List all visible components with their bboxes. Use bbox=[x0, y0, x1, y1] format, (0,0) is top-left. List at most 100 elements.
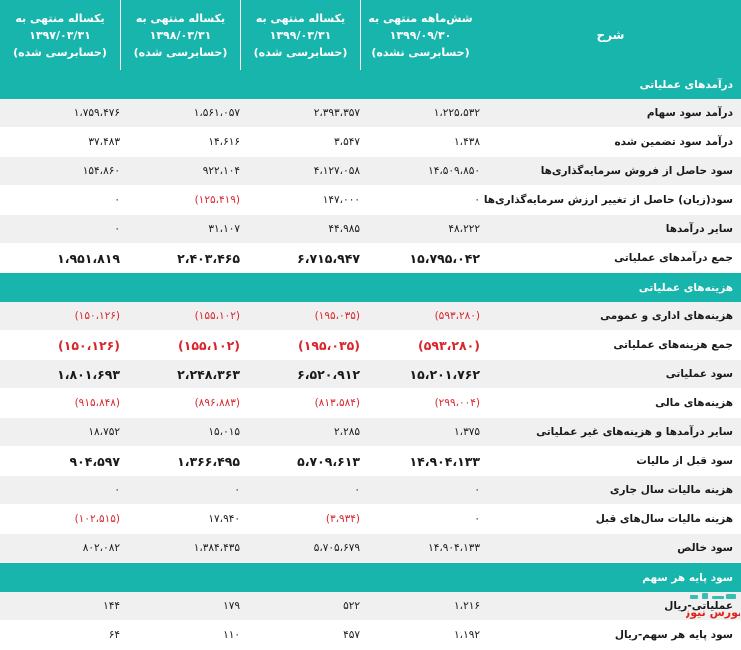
table-row: هزینه مالیات سال‌های قبل ۰ (۳،۹۳۴) ۱۷،۹۴۰ (۱… bbox=[0, 505, 741, 534]
row-label: سود پایه هر سهم bbox=[642, 571, 733, 584]
table-row: سود خالص ۱۴،۹۰۴،۱۳۳ ۵،۷۰۵،۶۷۹ ۱،۳۸۴،۴۳۵ ۸۰۲،… bbox=[0, 534, 741, 563]
value-cell: ۹۰۴،۵۹۷ bbox=[69, 453, 120, 469]
value-cell: ۴،۱۲۷،۰۵۸ bbox=[313, 165, 360, 177]
value-cell: ۹۲۲،۱۰۴ bbox=[202, 165, 240, 177]
value-cell: (۱۵۰،۱۲۶) bbox=[58, 337, 120, 353]
value-cell: (۱۵۵،۱۰۲) bbox=[194, 310, 240, 322]
value-cell: (۵۹۳،۲۸۰) bbox=[434, 310, 480, 322]
value-cell: ۳۷،۴۸۳ bbox=[88, 136, 120, 148]
row-label: سایر درآمدها bbox=[665, 223, 733, 235]
row-label: هزینه‌های عملیاتی bbox=[638, 281, 733, 294]
value-cell: (۱۹۵،۰۳۵) bbox=[298, 337, 360, 353]
table-row: درآمد سود سهام ۱،۲۲۵،۵۳۲ ۲،۳۹۳،۳۵۷ ۱،۵۶۱،۰۵… bbox=[0, 99, 741, 128]
value-cell: (۵۹۳،۲۸۰) bbox=[418, 337, 480, 353]
row-label: درآمدهای عملیاتی bbox=[639, 78, 733, 91]
header-col-2: یکساله منتهی به ۱۳۹۹/۰۳/۳۱ (حسابرسی شده) bbox=[240, 0, 360, 70]
row-label: هزینه‌های مالی bbox=[655, 397, 733, 409]
table-row: جمع درآمدهای عملیاتی ۱۵،۷۹۵،۰۴۲ ۶،۷۱۵،۹۴۷ ۲… bbox=[0, 244, 741, 273]
header-date: ۱۳۹۹/۰۳/۳۱ bbox=[269, 28, 332, 42]
value-cell: (۱۰۲،۵۱۵) bbox=[74, 513, 120, 525]
value-cell: ۱،۸۰۱،۶۹۳ bbox=[57, 366, 120, 382]
value-cell: ۰ bbox=[474, 484, 480, 496]
value-cell: (۱۵۰،۱۲۶) bbox=[74, 310, 120, 322]
value-cell: ۰ bbox=[474, 513, 480, 525]
header-col-1: شش‌ماهه منتهی به ۱۳۹۹/۰۹/۳۰ (حسابرسی نشد… bbox=[360, 0, 480, 70]
value-cell: ۱۵،۲۰۱،۷۶۲ bbox=[409, 366, 480, 382]
value-cell: ۱۴۴ bbox=[103, 600, 120, 612]
header-date: ۱۳۹۷/۰۳/۳۱ bbox=[29, 28, 91, 42]
value-cell: ۱۴،۹۰۴،۱۳۳ bbox=[428, 542, 480, 554]
svg-text:بورس نیوز: بورس نیوز bbox=[686, 606, 740, 619]
header-col-4: یکساله منتهی به ۱۳۹۷/۰۳/۳۱ (حسابرسی شده) bbox=[0, 0, 120, 70]
value-cell: ۵،۷۰۹،۶۱۳ bbox=[297, 453, 360, 469]
header-period: یکساله منتهی به bbox=[255, 11, 346, 25]
header-audit-status: (حسابرسی شده) bbox=[253, 45, 348, 59]
header-audit-status: (حسابرسی شده) bbox=[133, 45, 228, 59]
row-label: سود خالص bbox=[677, 542, 733, 554]
value-cell: ۳،۵۴۷ bbox=[334, 136, 360, 148]
value-cell: (۱۵۵،۱۰۲) bbox=[178, 337, 240, 353]
row-label: هزینه‌های اداری و عمومی bbox=[600, 310, 733, 322]
table-row: درآمد سود تضمین شده ۱،۴۳۸ ۳،۵۴۷ ۱۴،۶۱۶ ۳۷،۴۸… bbox=[0, 128, 741, 157]
value-cell: ۸۰۲،۰۸۲ bbox=[82, 542, 120, 554]
value-cell: (۱۲۵،۴۱۹) bbox=[194, 194, 240, 206]
value-cell: ۱،۳۷۵ bbox=[454, 426, 480, 438]
table-header: شرح شش‌ماهه منتهی به ۱۳۹۹/۰۹/۳۰ (حسابرسی… bbox=[0, 0, 741, 70]
value-cell: ۵۲۲ bbox=[343, 600, 360, 612]
header-date: ۱۳۹۸/۰۳/۳۱ bbox=[149, 28, 212, 42]
value-cell: ۱۷،۹۴۰ bbox=[208, 513, 240, 525]
table-row: هزینه‌های اداری و عمومی (۵۹۳،۲۸۰) (۱۹۵،۰۳۵… bbox=[0, 302, 741, 331]
table-row: سود(زیان) حاصل از تغییر ارزش سرمایه‌گذار… bbox=[0, 186, 741, 215]
value-cell: ۱،۳۶۶،۴۹۵ bbox=[177, 453, 240, 469]
value-cell: ۱،۷۵۹،۴۷۶ bbox=[73, 107, 120, 119]
header-audit-status: (حسابرسی نشده) bbox=[371, 45, 470, 59]
row-label: سود قبل از مالیات bbox=[636, 455, 733, 467]
value-cell: ۳۱،۱۰۷ bbox=[208, 223, 240, 235]
value-cell: ۱۵،۷۹۵،۰۴۲ bbox=[409, 250, 480, 266]
table-body: درآمدهای عملیاتی درآمد سود سهام ۱،۲۲۵،۵۳۲ ۲… bbox=[0, 70, 741, 650]
row-label: سود عملیاتی bbox=[665, 368, 733, 380]
value-cell: ۱۵،۰۱۵ bbox=[208, 426, 240, 438]
row-label: سود حاصل از فروش سرمایه‌گذاری‌ها bbox=[540, 165, 733, 177]
value-cell: (۸۹۶،۸۸۳) bbox=[194, 397, 240, 409]
value-cell: ۱،۳۸۴،۴۳۵ bbox=[193, 542, 240, 554]
value-cell: ۱۷۹ bbox=[223, 600, 240, 612]
section-header-row: هزینه‌های عملیاتی bbox=[0, 273, 741, 302]
value-cell: ۴۵۷ bbox=[343, 629, 360, 641]
value-cell: ۱۴،۵۰۹،۸۵۰ bbox=[428, 165, 480, 177]
value-cell: (۱۹۵،۰۳۵) bbox=[314, 310, 360, 322]
value-cell: ۶۴ bbox=[108, 629, 120, 641]
row-label: سود پایه هر سهم-ریال bbox=[614, 629, 733, 641]
value-cell: ۲،۳۹۳،۳۵۷ bbox=[313, 107, 360, 119]
value-cell: ۶،۷۱۵،۹۴۷ bbox=[297, 250, 360, 266]
table-row: سایر درآمدها و هزینه‌های غیر عملیاتی ۱،۳۷… bbox=[0, 418, 741, 447]
value-cell: ۱،۲۱۶ bbox=[454, 600, 480, 612]
value-cell: ۴۸،۲۲۲ bbox=[448, 223, 480, 235]
row-label: جمع هزینه‌های عملیاتی bbox=[613, 339, 733, 351]
header-audit-status: (حسابرسی شده) bbox=[13, 45, 107, 59]
header-col-3: یکساله منتهی به ۱۳۹۸/۰۳/۳۱ (حسابرسی شده) bbox=[120, 0, 240, 70]
value-cell: (۹۱۵،۸۴۸) bbox=[74, 397, 120, 409]
value-cell: ۱،۵۶۱،۰۵۷ bbox=[193, 107, 240, 119]
value-cell: ۲،۲۸۵ bbox=[334, 426, 360, 438]
value-cell: ۵،۷۰۵،۶۷۹ bbox=[313, 542, 360, 554]
value-cell: ۱۴۷،۰۰۰ bbox=[322, 194, 360, 206]
value-cell: ۰ bbox=[234, 484, 240, 496]
table-row: عملیاتی-ریال ۱،۲۱۶ ۵۲۲ ۱۷۹ ۱۴۴ bbox=[0, 592, 741, 621]
value-cell: ۰ bbox=[474, 194, 480, 206]
value-cell: ۱۱۰ bbox=[223, 629, 240, 641]
value-cell: ۰ bbox=[114, 484, 120, 496]
news-logo-watermark: بورس نیوز bbox=[686, 593, 740, 619]
row-label: سود(زیان) حاصل از تغییر ارزش سرمایه‌گذار… bbox=[483, 194, 733, 206]
value-cell: ۰ bbox=[354, 484, 360, 496]
row-label: عملیاتی-ریال bbox=[664, 600, 733, 612]
value-cell: ۲،۴۰۳،۴۶۵ bbox=[177, 250, 240, 266]
value-cell: ۱۸،۷۵۲ bbox=[88, 426, 120, 438]
table-row: هزینه مالیات سال جاری ۰ ۰ ۰ ۰ bbox=[0, 476, 741, 505]
header-period: یکساله منتهی به bbox=[15, 11, 105, 25]
row-label: درآمد سود تضمین شده bbox=[614, 136, 733, 148]
value-cell: ۱،۱۹۲ bbox=[454, 629, 480, 641]
value-cell: ۰ bbox=[114, 223, 120, 235]
table-row: سود عملیاتی ۱۵،۲۰۱،۷۶۲ ۶،۵۲۰،۹۱۲ ۲،۲۴۸،۳۶۳ ۱… bbox=[0, 360, 741, 389]
